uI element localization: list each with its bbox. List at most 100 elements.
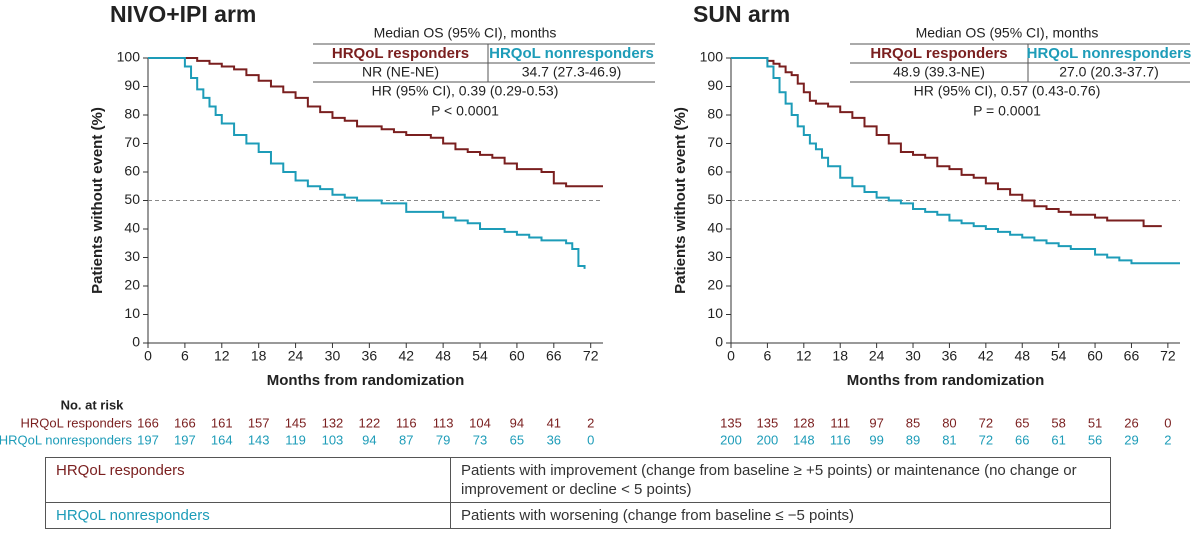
x-tick-label: 30 bbox=[905, 348, 921, 364]
km-curve bbox=[148, 57, 586, 269]
at-risk-count: 104 bbox=[469, 415, 491, 430]
p-value: P = 0.0001 bbox=[973, 103, 1041, 119]
at-risk-count: 94 bbox=[362, 432, 376, 447]
km-curve bbox=[731, 57, 1162, 228]
y-tick-label: 90 bbox=[707, 77, 723, 93]
at-risk-count: 81 bbox=[942, 432, 956, 447]
x-tick-label: 18 bbox=[251, 348, 267, 364]
x-tick-label: 12 bbox=[214, 348, 230, 364]
at-risk-count: 164 bbox=[211, 432, 233, 447]
at-risk-count: 26 bbox=[1124, 415, 1138, 430]
y-tick-label: 20 bbox=[707, 277, 723, 293]
y-tick-label: 10 bbox=[707, 305, 723, 321]
at-risk-count: 80 bbox=[942, 415, 956, 430]
km-curve bbox=[148, 57, 603, 188]
y-tick-label: 70 bbox=[124, 134, 140, 150]
at-risk-count: 119 bbox=[285, 432, 306, 447]
definitions-table: HRQoL responders Patients with improvemen… bbox=[45, 457, 1111, 529]
at-risk-count: 56 bbox=[1088, 432, 1102, 447]
x-tick-label: 6 bbox=[181, 348, 189, 364]
y-axis-label: Patients without event (%) bbox=[89, 107, 106, 294]
at-risk-count: 200 bbox=[757, 432, 779, 447]
at-risk-count: 94 bbox=[510, 415, 524, 430]
x-tick-label: 30 bbox=[325, 348, 341, 364]
at-risk-count: 197 bbox=[174, 432, 196, 447]
at-risk-count: 66 bbox=[1015, 432, 1029, 447]
chart-title: SUN arm bbox=[693, 1, 790, 27]
p-value: P < 0.0001 bbox=[431, 103, 499, 119]
description: Patients with improvement (change from b… bbox=[450, 457, 1111, 503]
at-risk-count: 87 bbox=[399, 432, 413, 447]
at-risk-count: 85 bbox=[906, 415, 920, 430]
x-tick-label: 66 bbox=[546, 348, 562, 364]
y-tick-label: 80 bbox=[707, 106, 723, 122]
at-risk-count: 161 bbox=[211, 415, 233, 430]
x-tick-label: 18 bbox=[832, 348, 848, 364]
at-risk-count: 103 bbox=[322, 432, 344, 447]
at-risk-count: 99 bbox=[869, 432, 883, 447]
x-axis-label: Months from randomization bbox=[267, 372, 465, 389]
y-tick-label: 30 bbox=[707, 248, 723, 264]
at-risk-count: 41 bbox=[547, 415, 561, 430]
hazard-ratio: HR (95% CI), 0.57 (0.43-0.76) bbox=[914, 83, 1101, 99]
median-value: NR (NE-NE) bbox=[362, 64, 439, 80]
at-risk-count: 29 bbox=[1124, 432, 1138, 447]
median-value: 34.7 (27.3-46.9) bbox=[522, 64, 622, 80]
at-risk-count: 143 bbox=[248, 432, 270, 447]
median-column-header: HRQoL responders bbox=[870, 45, 1007, 62]
y-tick-label: 40 bbox=[124, 220, 140, 236]
at-risk-count: 79 bbox=[436, 432, 450, 447]
at-risk-count: 113 bbox=[433, 415, 454, 430]
y-tick-label: 50 bbox=[124, 191, 140, 207]
km-curve bbox=[731, 57, 1180, 265]
at-risk-count: 61 bbox=[1051, 432, 1065, 447]
x-tick-label: 72 bbox=[583, 348, 599, 364]
at-risk-count: 0 bbox=[1164, 415, 1171, 430]
at-risk-count: 157 bbox=[248, 415, 270, 430]
at-risk-title: No. at risk bbox=[61, 397, 125, 412]
y-tick-label: 0 bbox=[132, 334, 140, 350]
at-risk-count: 2 bbox=[1164, 432, 1171, 447]
at-risk-count: 166 bbox=[137, 415, 159, 430]
at-risk-count: 135 bbox=[757, 415, 779, 430]
x-tick-label: 54 bbox=[472, 348, 488, 364]
at-risk-count: 72 bbox=[979, 415, 993, 430]
at-risk-count: 97 bbox=[869, 415, 883, 430]
x-tick-label: 6 bbox=[764, 348, 772, 364]
x-tick-label: 36 bbox=[942, 348, 958, 364]
x-tick-label: 60 bbox=[1087, 348, 1103, 364]
at-risk-count: 116 bbox=[830, 432, 851, 447]
x-tick-label: 24 bbox=[288, 348, 304, 364]
x-tick-label: 72 bbox=[1160, 348, 1176, 364]
y-tick-label: 60 bbox=[124, 163, 140, 179]
median-value: 27.0 (20.3-37.7) bbox=[1059, 64, 1159, 80]
definition-row: HRQoL responders Patients with improvemen… bbox=[45, 457, 1111, 503]
at-risk-count: 197 bbox=[137, 432, 159, 447]
at-risk-count: 58 bbox=[1051, 415, 1065, 430]
at-risk-count: 65 bbox=[1015, 415, 1029, 430]
x-axis-label: Months from randomization bbox=[847, 372, 1045, 389]
description: Patients with worsening (change from bas… bbox=[450, 502, 1111, 529]
at-risk-count: 122 bbox=[358, 415, 380, 430]
y-tick-label: 60 bbox=[707, 163, 723, 179]
at-risk-count: 148 bbox=[793, 432, 815, 447]
x-tick-label: 48 bbox=[435, 348, 451, 364]
x-tick-label: 42 bbox=[398, 348, 414, 364]
at-risk-count: 36 bbox=[547, 432, 561, 447]
median-header: Median OS (95% CI), months bbox=[374, 25, 557, 41]
y-tick-label: 40 bbox=[707, 220, 723, 236]
y-tick-label: 100 bbox=[117, 49, 141, 65]
x-tick-label: 36 bbox=[362, 348, 378, 364]
at-risk-count: 132 bbox=[322, 415, 344, 430]
median-value: 48.9 (39.3-NE) bbox=[893, 64, 985, 80]
at-risk-count: 145 bbox=[285, 415, 307, 430]
term: HRQoL nonresponders bbox=[45, 502, 451, 529]
at-risk-count: 89 bbox=[906, 432, 920, 447]
x-tick-label: 0 bbox=[727, 348, 735, 364]
at-risk-count: 111 bbox=[830, 415, 850, 430]
y-axis-label: Patients without event (%) bbox=[672, 107, 689, 294]
y-tick-label: 80 bbox=[124, 106, 140, 122]
x-tick-label: 42 bbox=[978, 348, 994, 364]
